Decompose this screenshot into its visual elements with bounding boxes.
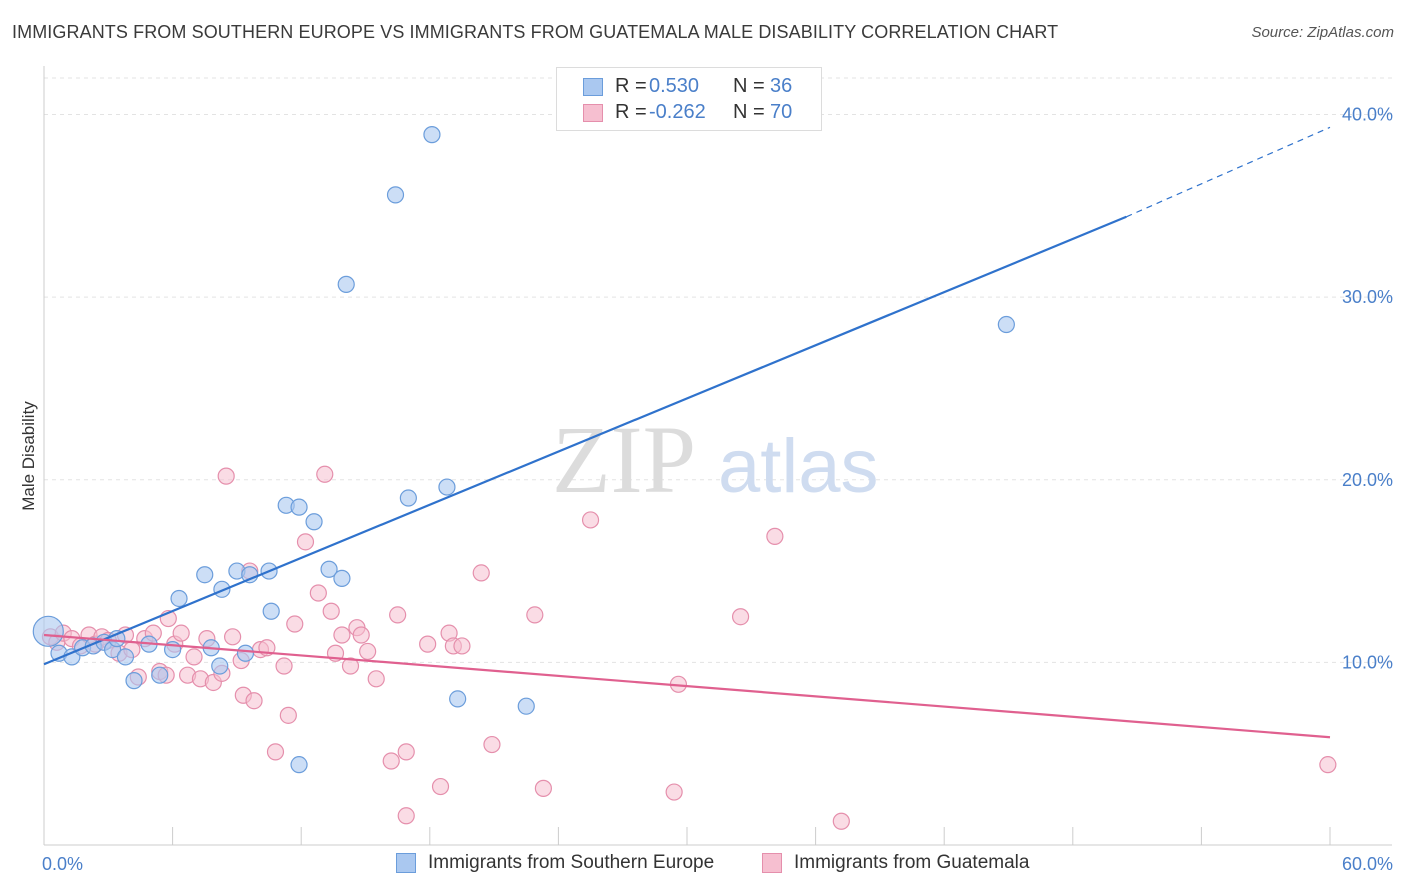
southern-europe-point <box>290 756 308 774</box>
guatemala-point <box>224 628 242 646</box>
guatemala-points <box>41 465 1337 830</box>
guatemala-point <box>526 606 544 624</box>
guatemala-point <box>382 752 400 770</box>
legend-swatch-blue <box>583 78 603 96</box>
southern-europe-point <box>449 690 467 708</box>
y-tick-label: 10.0% <box>1342 652 1393 672</box>
guatemala-point <box>309 584 327 602</box>
legend-n-label: N = <box>733 75 765 97</box>
axes <box>43 66 1392 846</box>
southern-europe-point <box>438 478 456 496</box>
guatemala-trend-line <box>43 633 1331 739</box>
tick-labels: 10.0% 20.0% 30.0% 40.0% 0.0% 60.0% <box>42 105 1393 874</box>
southern-europe-point <box>125 672 143 690</box>
guatemala-point <box>832 812 850 830</box>
guatemala-point <box>389 606 407 624</box>
guatemala-point <box>172 624 190 642</box>
guatemala-point <box>185 648 203 666</box>
guatemala-point <box>322 602 340 620</box>
legend-swatch-blue <box>396 853 416 873</box>
y-tick-label: 30.0% <box>1342 287 1393 307</box>
legend-r-label: R = <box>615 101 647 123</box>
guatemala-point <box>341 657 360 675</box>
watermark-atlas: atlas <box>718 424 879 509</box>
guatemala-point <box>279 706 297 724</box>
southern-europe-point <box>997 315 1015 334</box>
southern-europe-point <box>116 648 135 666</box>
southern-europe-point <box>320 560 338 578</box>
legend-n-value: 36 <box>770 75 793 97</box>
guatemala-point <box>431 777 450 796</box>
guatemala-point <box>352 626 370 644</box>
guatemala-point <box>296 533 315 551</box>
trend-lines <box>43 126 1331 739</box>
legend-swatch-pink <box>583 104 603 122</box>
southern-europe-point <box>196 566 214 584</box>
southern-europe-point <box>333 569 351 587</box>
southern-europe-trend-extension <box>1126 126 1331 218</box>
southern-europe-point <box>262 602 280 620</box>
legend-series2-label: Immigrants from Guatemala <box>794 852 1030 873</box>
southern-europe-point <box>211 657 229 675</box>
guatemala-point <box>245 692 263 710</box>
guatemala-point <box>266 743 285 761</box>
legend-n-value: 70 <box>770 101 793 123</box>
southern-europe-point <box>386 186 405 204</box>
source-label: Source: ZipAtlas.com <box>1251 24 1394 41</box>
southern-europe-point <box>151 666 169 684</box>
southern-europe-point <box>236 644 255 662</box>
legend-r-label: R = <box>615 75 647 97</box>
southern-europe-point <box>517 697 535 715</box>
southern-europe-point <box>32 615 64 647</box>
guatemala-point <box>483 735 501 754</box>
southern-europe-point <box>399 489 417 507</box>
guatemala-point <box>359 642 377 661</box>
guatemala-point <box>286 615 304 633</box>
watermark: ZIP atlas <box>552 406 879 513</box>
guatemala-point <box>419 635 437 653</box>
guatemala-point <box>275 657 293 675</box>
guatemala-point <box>581 511 600 529</box>
guatemala-point <box>1319 756 1337 774</box>
guatemala-point <box>453 637 471 655</box>
legend-r-value: 0.530 <box>649 75 700 97</box>
southern-europe-point <box>170 589 188 608</box>
legend-r-value: -0.262 <box>649 101 706 123</box>
legend-series1-label: Immigrants from Southern Europe <box>428 852 715 873</box>
guatemala-point <box>534 779 552 797</box>
guatemala-point <box>397 807 415 825</box>
southern-europe-point <box>423 126 441 144</box>
legend-n-label: N = <box>733 101 765 123</box>
southern-europe-point <box>305 513 323 531</box>
guatemala-point <box>665 783 683 801</box>
x-tick-label: 0.0% <box>42 854 83 874</box>
guatemala-point <box>766 527 784 545</box>
chart-title: IMMIGRANTS FROM SOUTHERN EUROPE VS IMMIG… <box>12 22 1059 42</box>
y-tick-label: 40.0% <box>1342 105 1393 125</box>
correlation-legend: R = 0.530 N = 36 R = -0.262 N = 70 <box>556 67 822 131</box>
guatemala-point <box>472 564 490 582</box>
watermark-zip: ZIP <box>552 406 696 513</box>
southern-europe-point <box>337 275 355 293</box>
southern-europe-point <box>290 498 308 516</box>
guatemala-point <box>397 743 415 761</box>
guatemala-point <box>217 467 235 485</box>
y-axis-title: Male Disability <box>19 401 38 511</box>
southern-europe-trend-line <box>43 215 1127 666</box>
guatemala-point <box>367 670 385 688</box>
y-tick-label: 20.0% <box>1342 470 1393 490</box>
guatemala-point <box>316 465 334 483</box>
x-tick-label: 60.0% <box>1342 854 1393 874</box>
guatemala-point <box>333 626 351 644</box>
legend-swatch-pink <box>762 853 782 873</box>
guatemala-point <box>731 608 750 626</box>
